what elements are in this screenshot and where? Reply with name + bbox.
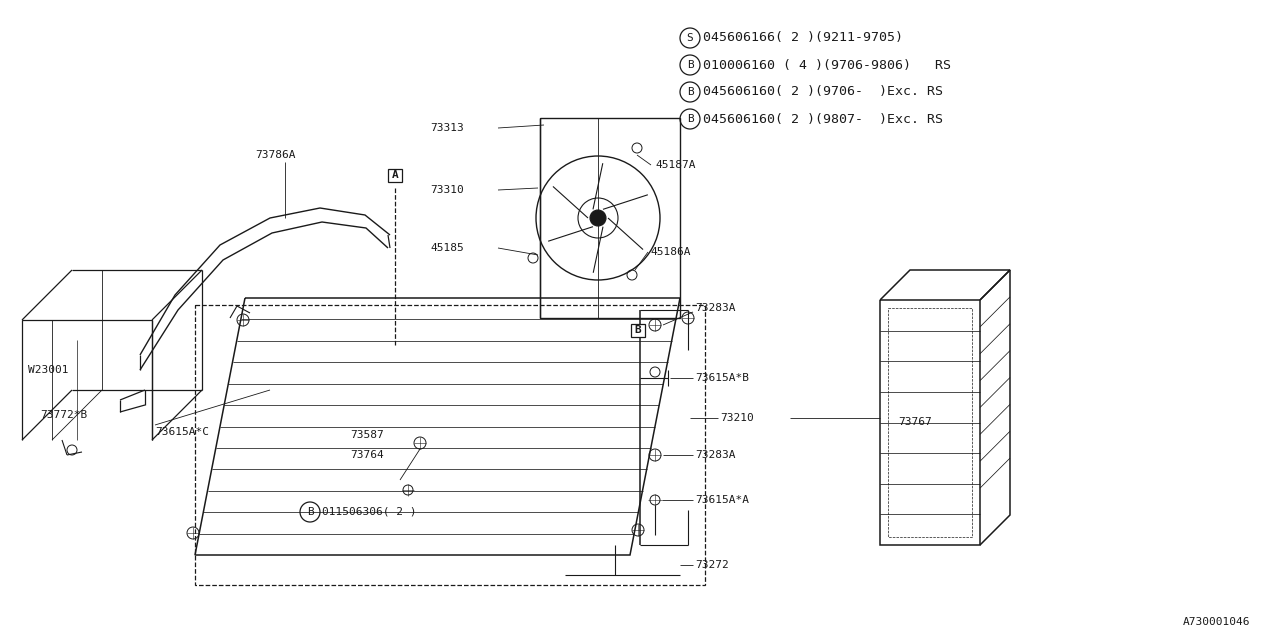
Text: 73786A: 73786A: [255, 150, 296, 160]
Text: B: B: [686, 60, 694, 70]
Text: 73764: 73764: [349, 450, 384, 460]
Text: 73272: 73272: [695, 560, 728, 570]
Text: 73767: 73767: [899, 417, 932, 427]
Text: 73615A*B: 73615A*B: [695, 373, 749, 383]
Text: 73615A*C: 73615A*C: [155, 427, 209, 437]
Text: B: B: [307, 507, 314, 517]
Bar: [888, 308, 972, 537]
Text: 73210: 73210: [719, 413, 754, 423]
Bar: [631, 323, 645, 337]
Text: 045606160( 2 )(9807-  )Exc. RS: 045606160( 2 )(9807- )Exc. RS: [703, 113, 943, 125]
Circle shape: [590, 210, 605, 226]
Bar: [388, 168, 402, 182]
Text: B: B: [686, 87, 694, 97]
Text: 73283A: 73283A: [695, 303, 736, 313]
Text: 45186A: 45186A: [650, 247, 690, 257]
Text: W23001: W23001: [28, 365, 69, 375]
Text: 73310: 73310: [430, 185, 463, 195]
Text: A730001046: A730001046: [1183, 617, 1251, 627]
Text: 45185: 45185: [430, 243, 463, 253]
Text: B: B: [635, 325, 641, 335]
Text: S: S: [686, 33, 694, 43]
Bar: [195, 305, 705, 585]
Text: B: B: [686, 114, 694, 124]
Text: 73615A*A: 73615A*A: [695, 495, 749, 505]
Text: 045606166( 2 )(9211-9705): 045606166( 2 )(9211-9705): [703, 31, 902, 45]
Text: 45187A: 45187A: [655, 160, 695, 170]
Text: 73772*B: 73772*B: [40, 410, 87, 420]
Text: 73283A: 73283A: [695, 450, 736, 460]
Text: 73313: 73313: [430, 123, 463, 133]
Text: 011506306( 2 ): 011506306( 2 ): [323, 507, 416, 517]
Text: 045606160( 2 )(9706-  )Exc. RS: 045606160( 2 )(9706- )Exc. RS: [703, 86, 943, 99]
Text: A: A: [392, 170, 398, 180]
Text: 73587: 73587: [349, 430, 384, 440]
Text: 010006160 ( 4 )(9706-9806)   RS: 010006160 ( 4 )(9706-9806) RS: [703, 58, 951, 72]
